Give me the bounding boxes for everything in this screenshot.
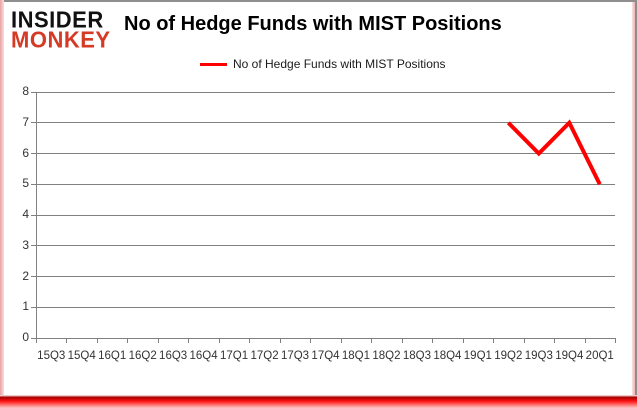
frame-right-border	[635, 0, 637, 408]
x-axis-tick	[157, 338, 159, 343]
x-axis-tick	[96, 338, 98, 343]
gridline-y0	[31, 337, 615, 339]
x-axis-tick-label: 18Q4	[433, 350, 462, 362]
x-axis-tick	[66, 338, 68, 343]
y-axis-tick-label: 0	[22, 330, 29, 344]
x-axis-tick-label: 17Q1	[220, 350, 249, 362]
x-axis-tick	[462, 338, 464, 343]
x-axis-tick-label: 16Q1	[98, 350, 127, 362]
x-axis-tick-label: 17Q3	[280, 350, 310, 362]
x-axis-tick	[188, 338, 190, 343]
x-axis-tick	[36, 338, 37, 343]
frame-bottom-border	[0, 395, 637, 408]
x-axis-tick	[493, 338, 495, 343]
x-axis-tick-label: 19Q4	[555, 350, 584, 362]
y-axis-tick-label: 3	[22, 237, 29, 252]
y-axis-tick-label: 8	[22, 84, 29, 98]
x-axis-tick	[310, 338, 312, 343]
y-axis-tick-label: 1	[22, 299, 29, 314]
x-axis-tick	[401, 338, 403, 343]
x-axis-tick	[127, 338, 129, 343]
y-axis-tick-label: 7	[22, 114, 29, 129]
x-axis-tick-label: 15Q3	[37, 350, 66, 362]
gridline-y6	[31, 153, 615, 154]
y-axis-tick-label: 2	[22, 268, 29, 283]
x-axis-tick	[554, 338, 556, 343]
x-axis-tick	[615, 338, 616, 343]
x-axis-tick-label: 16Q4	[189, 350, 218, 362]
y-axis-tick-label: 5	[22, 176, 29, 191]
x-axis-tick-label: 18Q3	[402, 350, 431, 362]
x-axis-tick-label: 19Q2	[494, 350, 523, 362]
x-axis-tick-label: 15Q4	[67, 350, 96, 362]
legend: No of Hedge Funds with MIST Positions	[200, 57, 446, 71]
x-axis-tick-label: 18Q2	[372, 350, 401, 362]
gridline-y2	[31, 276, 615, 277]
series-line	[506, 119, 602, 186]
x-axis-tick	[371, 338, 373, 343]
y-axis-tick-label: 4	[22, 207, 29, 221]
x-axis-tick-label: 19Q1	[463, 350, 492, 362]
gridline-y3	[31, 245, 615, 247]
x-axis-tick-label: 20Q1	[585, 350, 614, 362]
gridline-y5	[31, 183, 615, 185]
frame-top-border	[0, 0, 637, 2]
x-axis-tick-label: 17Q4	[311, 350, 340, 362]
plot-area: 0 1 2 3 4 5 6 7 8 15Q3 15Q4 16Q1 16Q2 16Q3 16Q4 17Q1 17Q…	[22, 84, 616, 362]
x-axis-tick-label: 18Q1	[341, 350, 371, 362]
x-axis-tick	[249, 338, 251, 343]
y-axis-tick-label: 6	[22, 145, 29, 160]
y-axis-line	[36, 92, 37, 338]
logo-line2: MONKEY	[11, 26, 111, 53]
chart-title: No of Hedge Funds with MIST Positions	[124, 13, 502, 35]
x-axis-tick	[584, 338, 586, 343]
gridline-y4	[31, 214, 615, 216]
x-axis-tick-label: 16Q2	[128, 350, 157, 362]
frame-left-border	[0, 0, 4, 400]
gridline-y1	[31, 306, 615, 308]
x-axis-tick-label: 16Q3	[159, 350, 188, 362]
legend-label: No of Hedge Funds with MIST Positions	[233, 57, 446, 71]
insider-monkey-logo: INSIDER MONKEY	[11, 6, 111, 53]
logo-line1: INSIDER	[11, 6, 104, 33]
x-axis-tick	[279, 338, 281, 343]
x-axis-tick	[218, 338, 220, 343]
gridline-y8	[31, 91, 615, 93]
x-axis-tick-label: 17Q2	[250, 350, 279, 362]
x-axis-tick-label: 19Q3	[524, 350, 553, 362]
x-axis-tick	[432, 338, 434, 343]
x-axis-tick	[523, 338, 525, 343]
gridline-y7	[31, 122, 615, 124]
legend-line-swatch	[200, 62, 227, 66]
x-axis-tick	[340, 338, 342, 343]
frame-right-inner-border	[632, 2, 635, 400]
